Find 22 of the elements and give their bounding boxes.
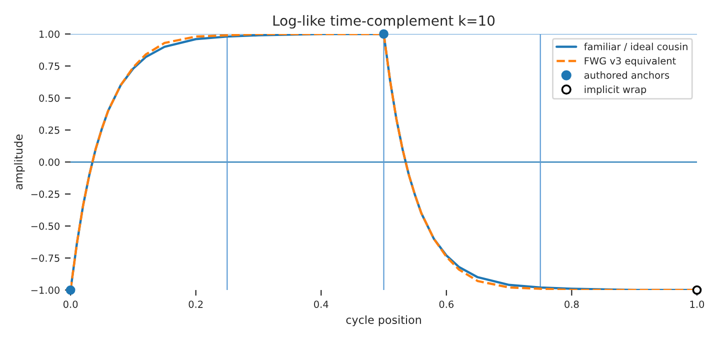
chart-title: Log-like time-complement k=10 [273, 15, 495, 29]
y-tick-label: 0.00 [39, 158, 60, 166]
y-tick-label: 0.75 [39, 62, 60, 70]
y-tick-label: −0.50 [31, 222, 60, 230]
y-tick-label: −0.25 [31, 190, 60, 198]
x-axis-title: cycle position [346, 315, 421, 326]
x-tick-label: 0.2 [188, 300, 203, 308]
legend-label: implicit wrap [584, 86, 646, 95]
x-tick-label: 0.0 [63, 300, 78, 308]
y-tick-label: −1.00 [31, 286, 60, 294]
y-axis-title: amplitude [14, 134, 25, 190]
legend-label: FWG v3 equivalent [584, 57, 676, 66]
legend-label: familiar / ideal cousin [584, 42, 688, 52]
y-tick-label: 1.00 [40, 30, 60, 38]
y-tick-label: 0.25 [39, 126, 60, 134]
y-tick-label: −0.75 [31, 254, 60, 262]
x-tick-label: 0.4 [314, 300, 328, 308]
x-tick-label: 0.6 [439, 300, 454, 308]
x-tick-label: 0.8 [564, 300, 579, 308]
x-tick-label: 1.0 [690, 300, 704, 308]
legend-label: authored anchors [584, 71, 670, 79]
y-tick-label: 0.50 [39, 94, 60, 102]
